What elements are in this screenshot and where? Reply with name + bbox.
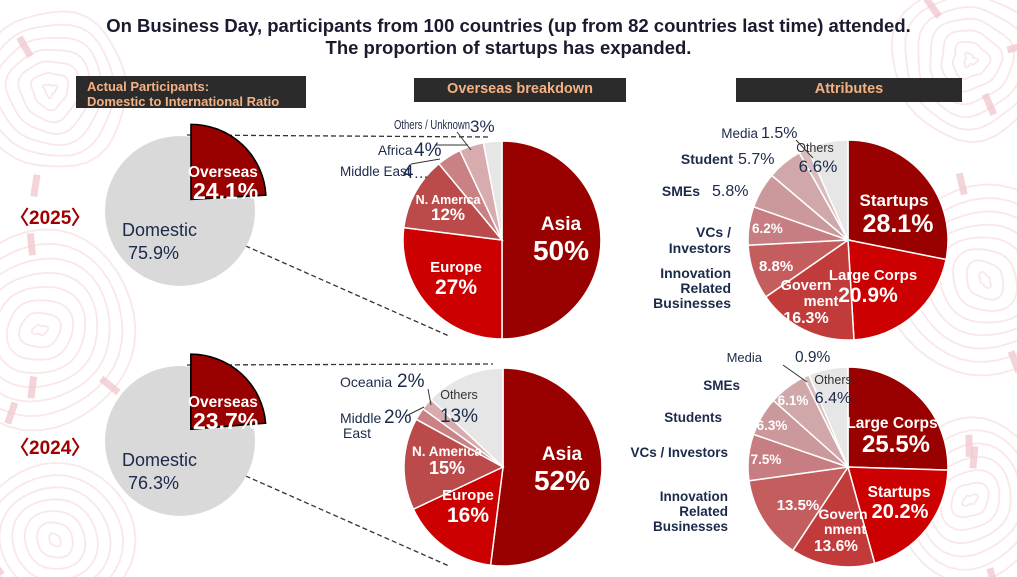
svg-text:Related: Related — [680, 280, 731, 296]
svg-text:6.2%: 6.2% — [752, 221, 783, 236]
svg-text:6.4%: 6.4% — [815, 390, 851, 407]
svg-text:Startups: Startups — [860, 191, 929, 210]
svg-text:VCs /: VCs / — [696, 224, 731, 240]
svg-text:5.7%: 5.7% — [738, 151, 774, 168]
svg-text:15%: 15% — [429, 458, 465, 478]
svg-text:Businesses: Businesses — [653, 295, 731, 311]
svg-text:Asia: Asia — [541, 214, 582, 235]
svg-text:Students: Students — [664, 410, 722, 425]
svg-text:25.5%: 25.5% — [862, 431, 930, 458]
svg-text:6.1%: 6.1% — [778, 393, 809, 408]
svg-text:23.7%: 23.7% — [193, 408, 258, 434]
svg-text:Startups: Startups — [868, 484, 931, 501]
svg-text:Media: Media — [721, 126, 758, 141]
svg-text:Africa: Africa — [378, 143, 413, 158]
svg-text:7.5%: 7.5% — [751, 452, 782, 467]
svg-text:3%: 3% — [470, 117, 495, 136]
svg-text:20.2%: 20.2% — [872, 501, 929, 523]
svg-text:Large Corps: Large Corps — [846, 415, 937, 432]
svg-text:2%: 2% — [384, 407, 412, 428]
svg-text:Large Corps: Large Corps — [829, 267, 917, 284]
svg-text:Middle: Middle — [340, 410, 381, 426]
svg-text:1.5%: 1.5% — [761, 125, 797, 142]
svg-text:SMEs: SMEs — [703, 378, 740, 393]
svg-text:N. America: N. America — [412, 444, 483, 459]
svg-text:5.8%: 5.8% — [712, 183, 748, 200]
svg-text:East: East — [343, 425, 371, 441]
svg-text:16.3%: 16.3% — [783, 310, 828, 327]
svg-text:8.8%: 8.8% — [759, 258, 793, 275]
svg-text:27%: 27% — [435, 276, 477, 299]
svg-text:12%: 12% — [431, 205, 465, 224]
svg-text:nment: nment — [824, 521, 866, 537]
svg-text:75.9%: 75.9% — [128, 243, 179, 263]
svg-text:Asia: Asia — [542, 444, 583, 465]
svg-text:4…: 4… — [403, 162, 429, 183]
svg-text:13.5%: 13.5% — [777, 497, 820, 514]
svg-text:2%: 2% — [397, 371, 425, 392]
svg-text:Govern: Govern — [781, 278, 832, 294]
svg-text:Domestic: Domestic — [122, 450, 197, 470]
svg-text:Others: Others — [440, 388, 478, 402]
svg-text:Others: Others — [796, 141, 834, 155]
svg-text:24.1%: 24.1% — [193, 178, 258, 204]
svg-text:VCs / Investors: VCs / Investors — [630, 445, 728, 460]
svg-text:76.3%: 76.3% — [128, 473, 179, 493]
svg-text:Investors: Investors — [669, 240, 731, 256]
svg-text:Others / Unknown: Others / Unknown — [394, 117, 470, 132]
svg-text:Govern: Govern — [818, 506, 867, 522]
svg-text:0.9%: 0.9% — [795, 349, 831, 366]
svg-text:4%: 4% — [414, 140, 442, 161]
svg-text:50%: 50% — [533, 235, 589, 266]
svg-text:20.9%: 20.9% — [838, 284, 898, 307]
svg-text:Related: Related — [679, 504, 728, 519]
svg-text:Oceania: Oceania — [340, 374, 392, 390]
svg-text:16%: 16% — [447, 504, 489, 527]
svg-text:52%: 52% — [534, 465, 590, 496]
svg-text:Domestic: Domestic — [122, 220, 197, 240]
svg-text:Others: Others — [814, 373, 852, 387]
svg-text:Europe: Europe — [442, 487, 494, 504]
svg-text:Innovation: Innovation — [660, 265, 731, 281]
svg-text:Student: Student — [681, 151, 733, 167]
svg-text:13.6%: 13.6% — [814, 538, 858, 555]
svg-text:Innovation: Innovation — [660, 489, 728, 504]
svg-text:6.6%: 6.6% — [799, 157, 838, 176]
svg-text:Middle East: Middle East — [340, 164, 411, 179]
svg-text:ment: ment — [804, 294, 839, 310]
svg-text:Europe: Europe — [430, 259, 482, 276]
svg-text:Businesses: Businesses — [653, 519, 728, 534]
svg-text:6.3%: 6.3% — [757, 418, 788, 433]
svg-text:28.1%: 28.1% — [863, 210, 934, 238]
svg-text:13%: 13% — [440, 406, 478, 427]
svg-text:SMEs: SMEs — [662, 183, 700, 199]
svg-text:Media: Media — [727, 350, 763, 365]
